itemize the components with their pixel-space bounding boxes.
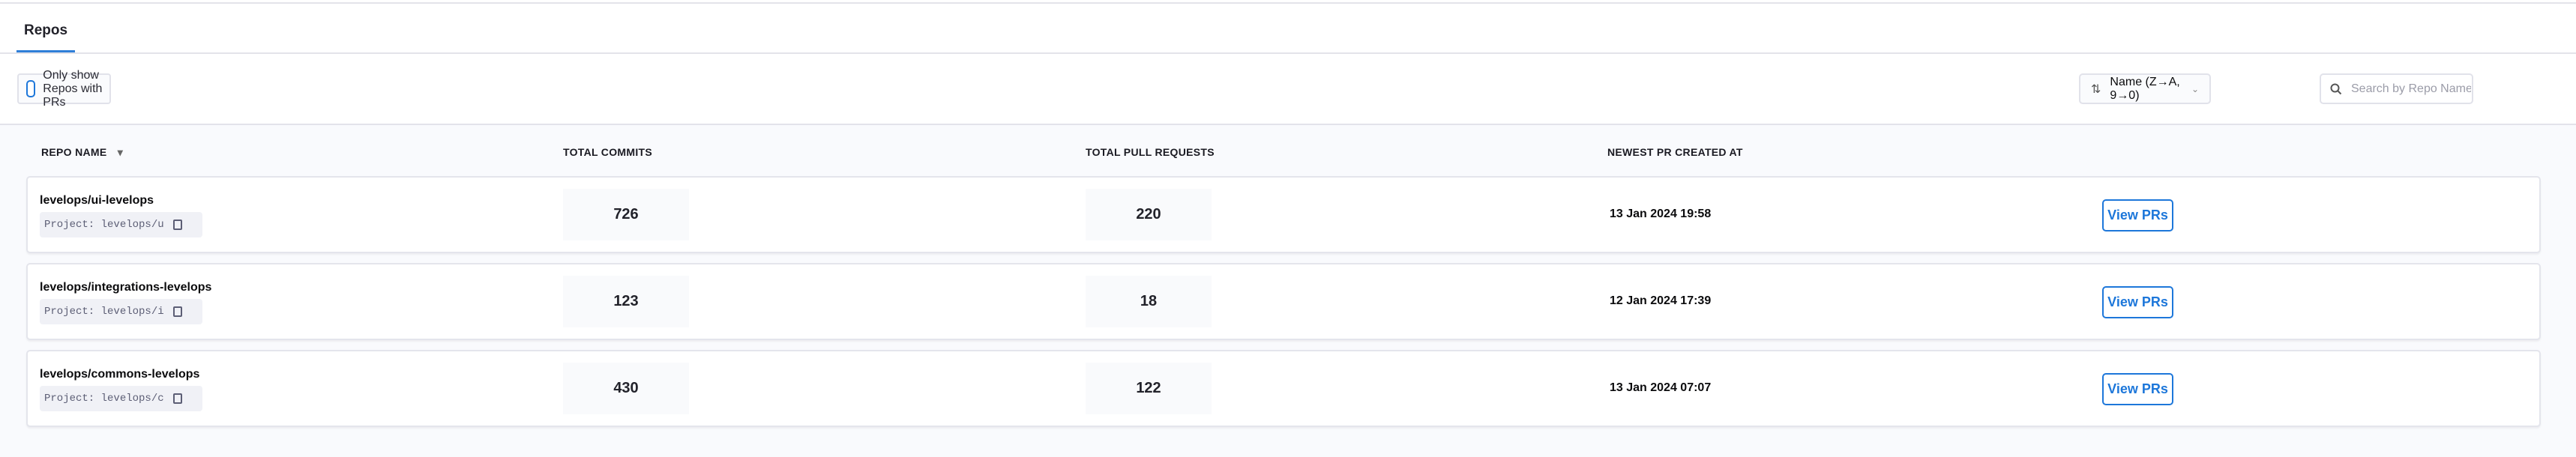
table-row: levelops/commons-levelops Project: level… [26, 350, 2541, 427]
table-row: levelops/integrations-levelops Project: … [26, 263, 2541, 340]
header-newest-pr-created-at: NEWEST PR CREATED AT [1607, 146, 1743, 158]
sort-value: Name (Z→A, 9→0) [2110, 75, 2180, 102]
table-row: levelops/ui-levelops Project: levelops/u… [26, 176, 2541, 253]
repo-name: levelops/ui-levelops [40, 194, 154, 207]
search-input[interactable] [2351, 82, 2471, 96]
project-tag: Project: levelops/c [40, 386, 202, 411]
repos-table: REPO NAME ▾ TOTAL COMMITS TOTAL PULL REQ… [0, 124, 2576, 457]
header-total-commits: TOTAL COMMITS [563, 146, 653, 158]
chevron-down-icon: ⌄ [2191, 83, 2199, 94]
total-commits: 726 [563, 189, 689, 240]
tab-divider [0, 52, 2576, 54]
sort-icon: ⇅ [2091, 82, 2101, 96]
active-tab-indicator [16, 50, 75, 52]
total-pull-requests: 220 [1086, 189, 1212, 240]
project-label: Project: levelops/u [44, 219, 164, 231]
total-commits: 430 [563, 363, 689, 414]
checkbox-label: Only show Repos with PRs [43, 68, 103, 109]
header-repo-name[interactable]: REPO NAME ▾ [41, 146, 124, 158]
total-pull-requests: 122 [1086, 363, 1212, 414]
view-prs-button[interactable]: View PRs [2102, 286, 2173, 318]
sort-desc-icon: ▾ [117, 146, 124, 158]
view-prs-button[interactable]: View PRs [2102, 373, 2173, 405]
top-divider [0, 2, 2576, 4]
copy-icon[interactable] [172, 220, 182, 230]
view-prs-button[interactable]: View PRs [2102, 199, 2173, 231]
project-label: Project: levelops/c [44, 393, 164, 405]
only-show-repos-with-prs-toggle[interactable]: Only show Repos with PRs [17, 69, 111, 109]
repo-name: levelops/integrations-levelops [40, 281, 212, 294]
project-label: Project: levelops/i [44, 306, 164, 318]
newest-pr-date: 13 Jan 2024 07:07 [1610, 381, 1712, 394]
total-pull-requests: 18 [1086, 276, 1212, 327]
checkbox[interactable] [26, 80, 36, 97]
header-total-pull-requests: TOTAL PULL REQUESTS [1086, 146, 1215, 158]
sort-dropdown[interactable]: ⇅ Name (Z→A, 9→0) ⌄ [2079, 73, 2211, 104]
project-tag: Project: levelops/i [40, 299, 202, 324]
newest-pr-date: 13 Jan 2024 19:58 [1610, 208, 1712, 220]
project-tag: Project: levelops/u [40, 212, 202, 237]
copy-icon[interactable] [172, 306, 182, 317]
search-icon [2330, 83, 2342, 94]
repo-name: levelops/commons-levelops [40, 368, 200, 381]
newest-pr-date: 12 Jan 2024 17:39 [1610, 294, 1712, 307]
copy-icon[interactable] [172, 393, 182, 404]
tab-repos[interactable]: Repos [24, 22, 68, 38]
total-commits: 123 [563, 276, 689, 327]
search-box[interactable] [2320, 73, 2473, 104]
